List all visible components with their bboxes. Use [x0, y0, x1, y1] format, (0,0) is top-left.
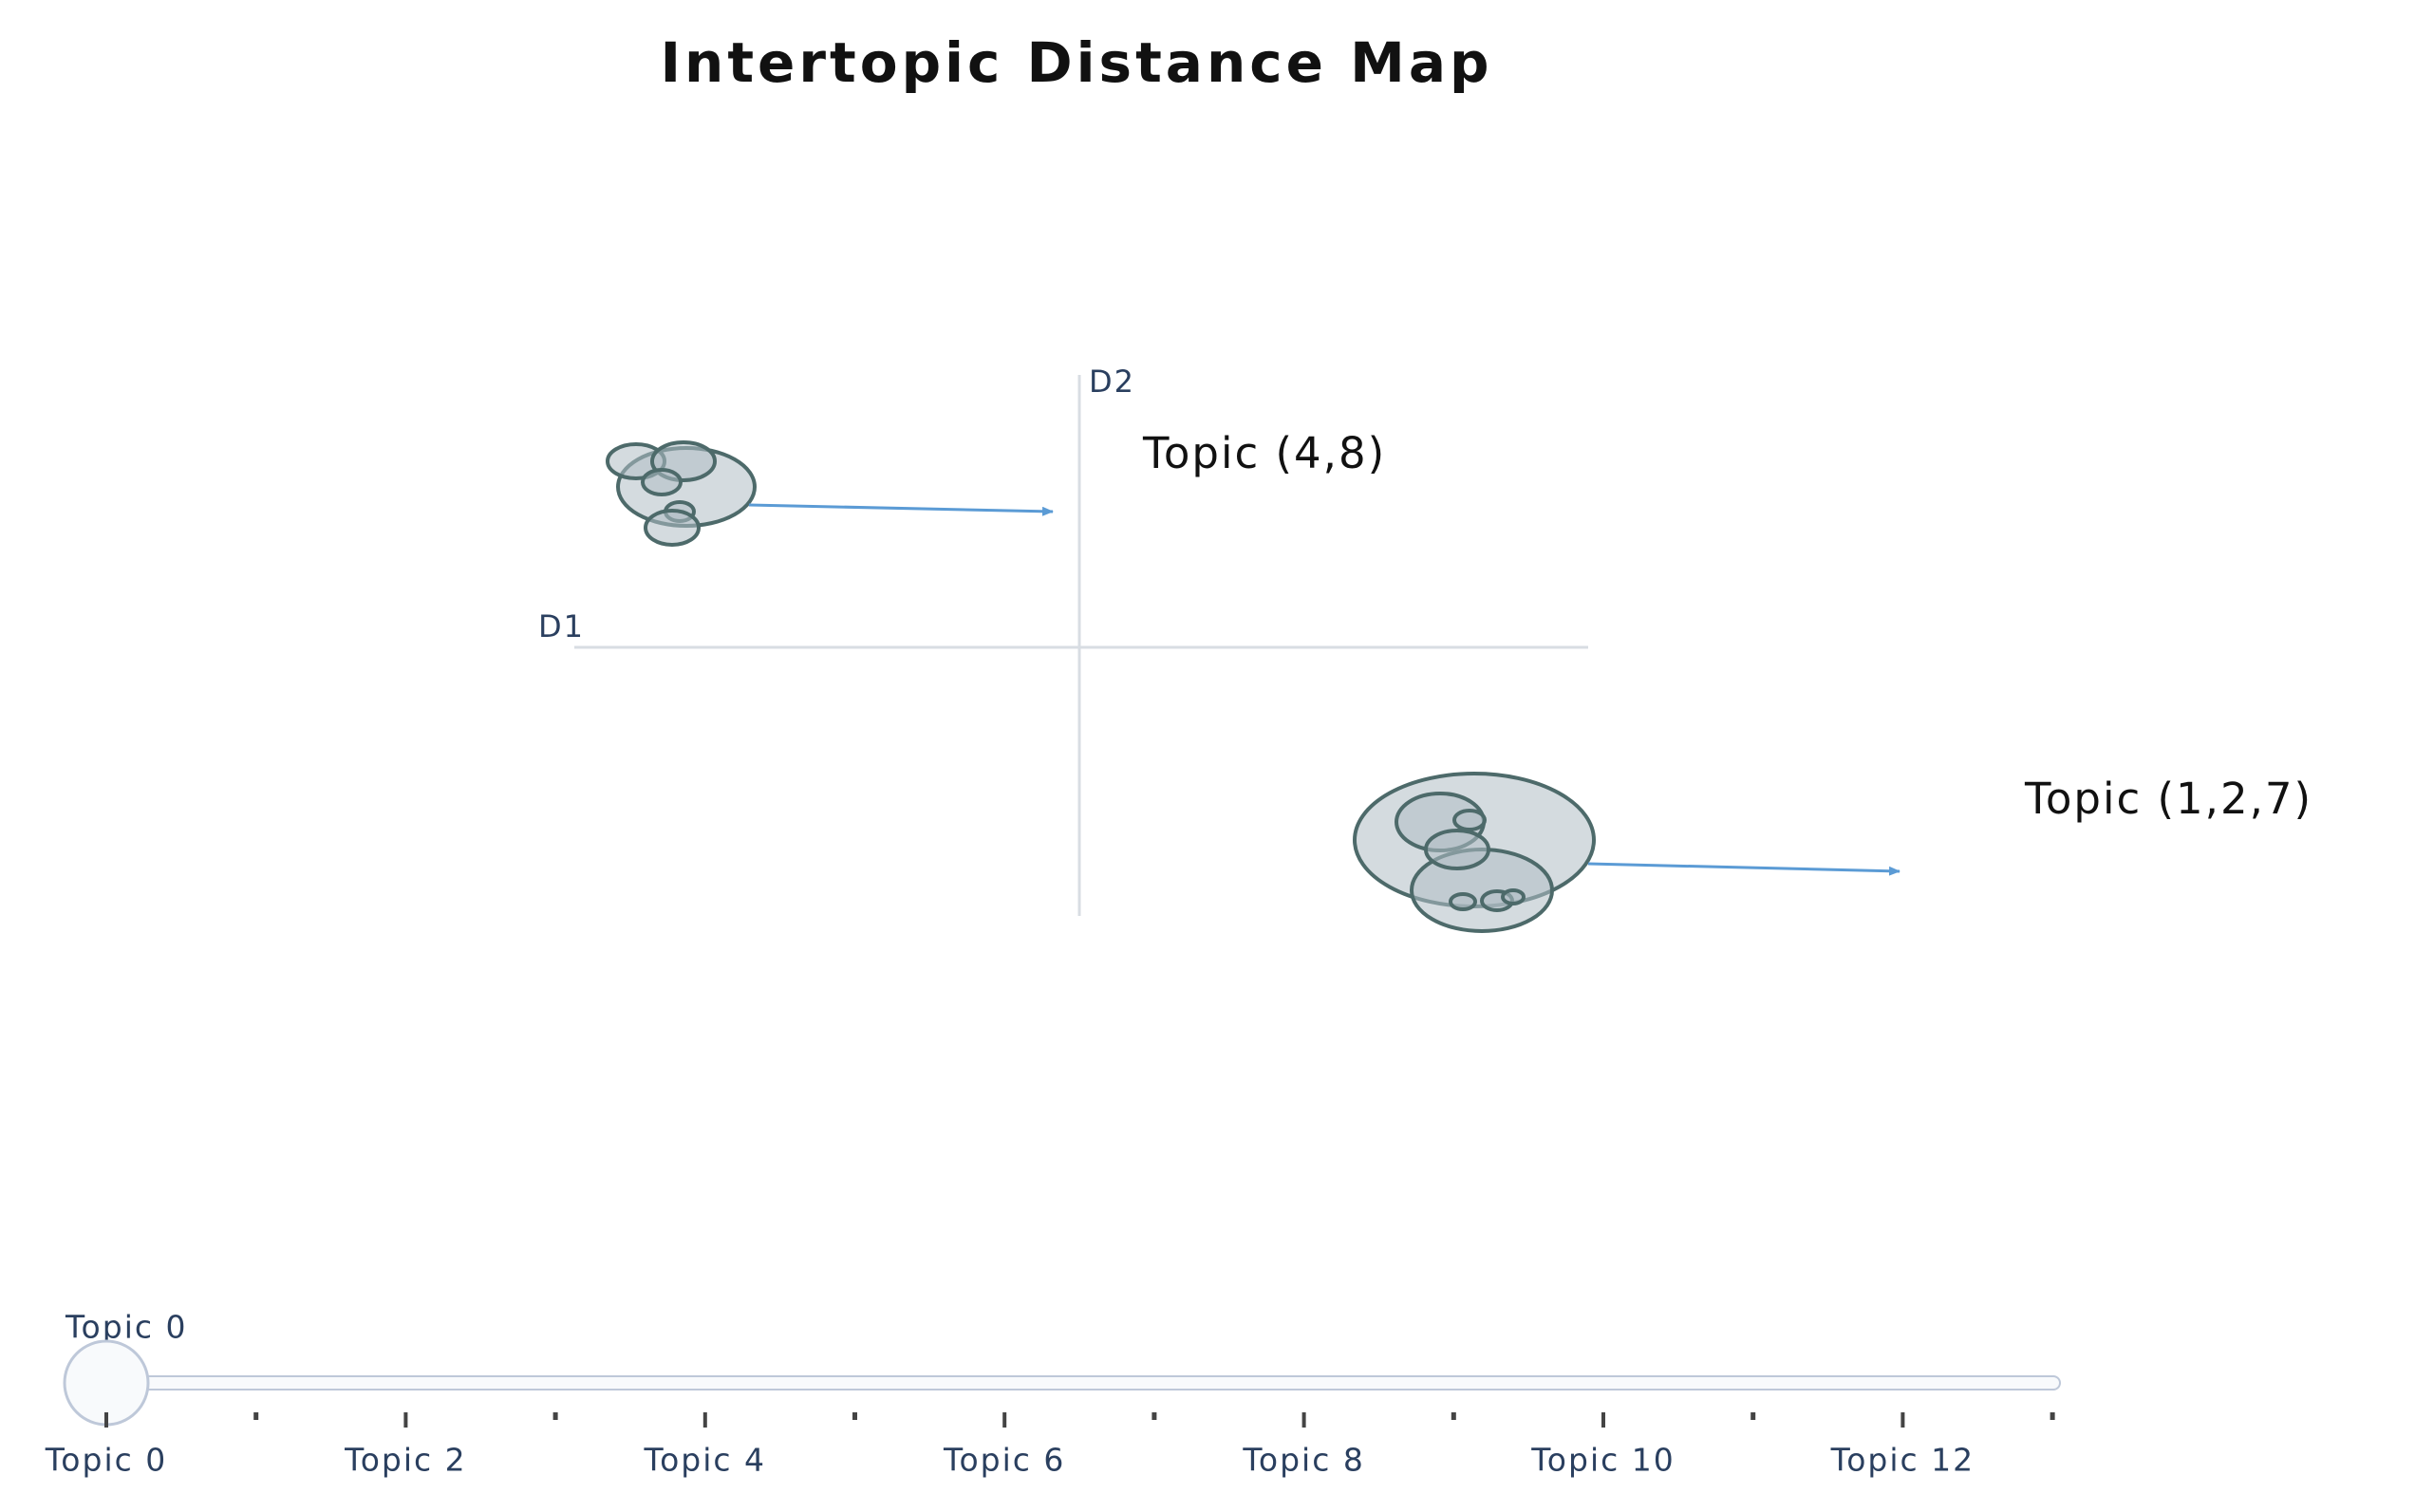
topic-bubble[interactable] — [1452, 809, 1487, 831]
slider-track[interactable] — [105, 1375, 2061, 1391]
topic-bubble[interactable] — [1449, 892, 1477, 911]
slider-step-label[interactable]: Topic 10 — [1530, 1442, 1675, 1479]
slider-step-label[interactable]: Topic 6 — [943, 1442, 1066, 1479]
slider-step-label[interactable]: Topic 8 — [1242, 1442, 1365, 1479]
annotation: Topic (4,8) — [1142, 428, 1386, 478]
d2-label: D2 — [1089, 364, 1135, 400]
topic-bubble[interactable] — [1424, 829, 1490, 870]
slider-step-label[interactable]: Topic 2 — [344, 1442, 467, 1479]
annotation: Topic (1,2,7) — [2024, 774, 2312, 824]
topic-bubble[interactable] — [644, 509, 701, 547]
slider-step-label[interactable]: Topic 4 — [644, 1442, 767, 1479]
d1-label: D1 — [538, 608, 585, 644]
slider-step-label[interactable]: Topic 12 — [1830, 1442, 1975, 1479]
slider-step-label[interactable]: Topic 0 — [45, 1442, 168, 1479]
slider-ticks: Topic 0 Topic 2 Topic 4 Topic 6 Topic 8 Topic… — [45, 1412, 2055, 1479]
slider-current-label: Topic 0 — [65, 1309, 188, 1346]
topic-cluster — [606, 440, 757, 547]
topic-bubble[interactable] — [1501, 888, 1526, 905]
arrow — [1587, 862, 1900, 876]
title: Intertopic Distance Map — [660, 30, 1492, 95]
topic-cluster — [1353, 772, 1596, 933]
topic-bubble[interactable] — [641, 468, 683, 496]
arrow — [748, 503, 1054, 516]
slider-knob[interactable] — [63, 1339, 150, 1427]
